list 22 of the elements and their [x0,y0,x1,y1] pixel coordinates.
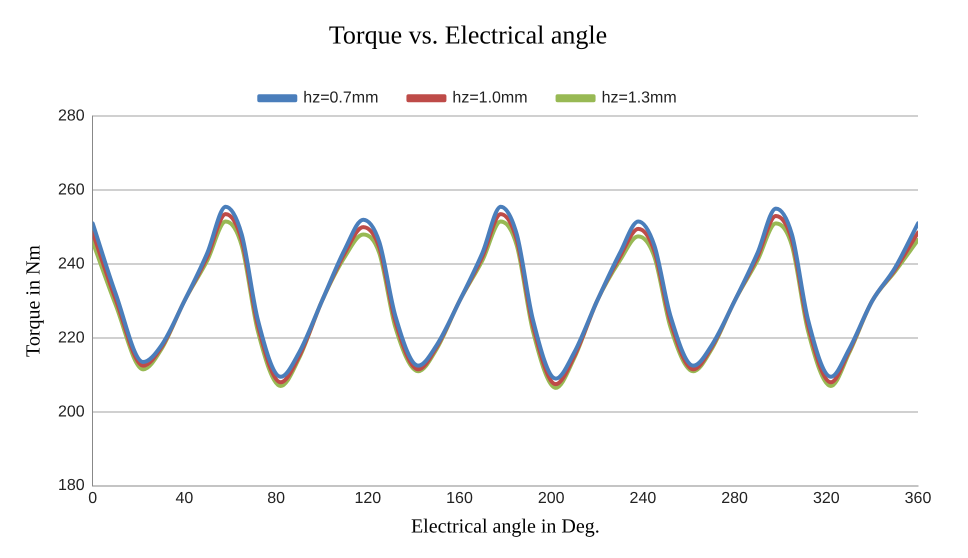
x-tick-label: 0 [88,490,98,507]
y-tick-label: 280 [58,108,85,125]
legend-label: hz=1.0mm [452,90,528,107]
x-tick-label: 40 [175,490,194,507]
y-tick-label: 180 [58,477,85,494]
legend-label: hz=1.3mm [602,90,677,107]
x-tick-label: 200 [538,490,565,507]
x-tick-label: 160 [446,490,473,507]
y-tick-label: 240 [58,255,85,272]
y-tick-label: 260 [58,182,85,199]
chart-title: Torque vs. Electrical angle [328,20,608,50]
x-tick-label: 320 [812,490,840,507]
x-tick-label: 280 [721,490,748,507]
y-tick-label: 220 [58,329,85,346]
x-tick-label: 240 [630,490,656,507]
y-axis-title: Torque in Nm [22,244,44,357]
legend-label: hz=0.7mm [303,90,378,107]
x-tick-label: 360 [904,490,932,507]
x-tick-label: 80 [267,490,286,507]
x-axis-title: Electrical angle in Deg. [410,515,600,538]
x-tick-label: 120 [354,490,382,507]
y-tick-label: 200 [58,403,85,420]
